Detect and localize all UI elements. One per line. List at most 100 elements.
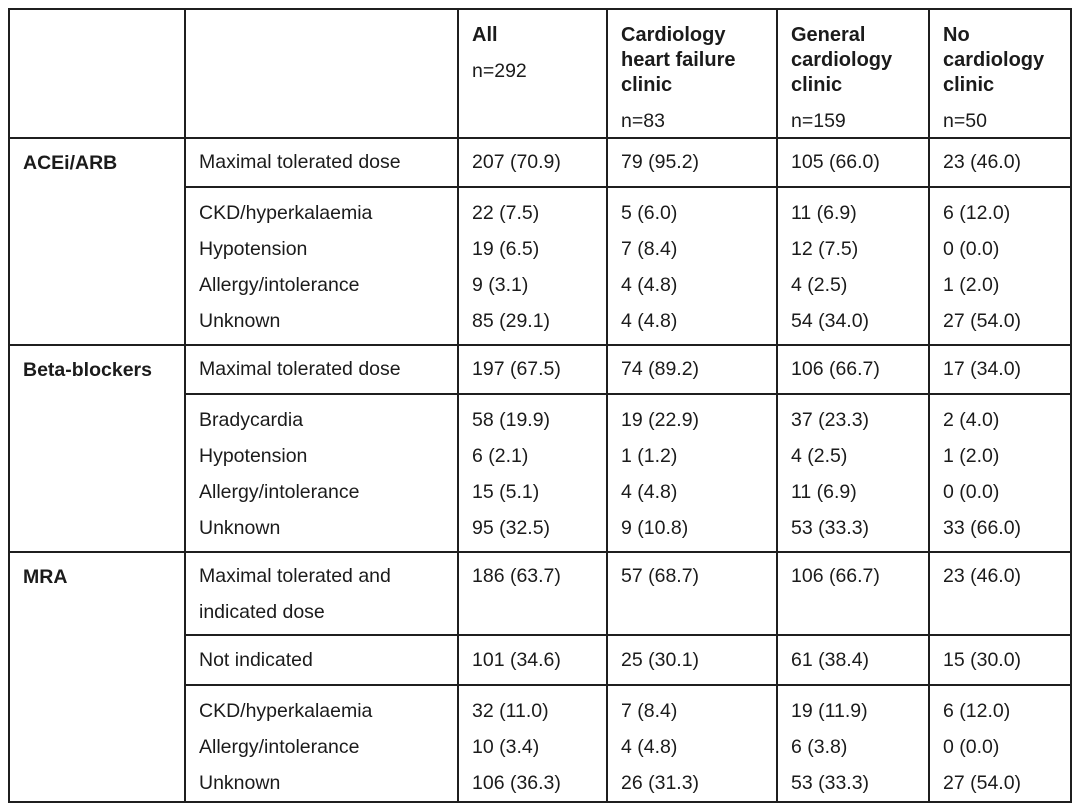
table-row: CKD/hyperkalaemia Hypotension Allergy/in… [9,186,1072,346]
results-table: All n=292 Cardiology heart failure clini… [8,8,1072,803]
cell-value: 54 (34.0) [791,310,870,332]
table-row: CKD/hyperkalaemia Allergy/intolerance Un… [9,684,1072,803]
table-row: Bradycardia Hypotension Allergy/intolera… [9,393,1072,553]
row-label: Unknown [199,310,281,332]
row-label: Maximal tolerated dose [184,137,459,188]
cell-value: 6 (3.8) [791,736,848,758]
cell-value: 6 (12.0) [943,700,1011,722]
cell-value: 25 (30.1) [606,634,778,686]
table-row: ACEi/ARB Maximal tolerated dose 207 (70.… [8,137,1072,346]
cell-value: 22 (7.5) [472,202,540,224]
row-label: Hypotension [199,445,308,467]
cell-value: 4 (4.8) [621,736,678,758]
cell-value: 9 (3.1) [472,274,529,296]
cell-value: 0 (0.0) [943,481,1000,503]
cell-value: 5 (6.0) [621,202,678,224]
reason-values: 37 (23.3) 4 (2.5) 11 (6.9) 53 (33.3) [776,393,930,553]
cell-value: 106 (66.7) [776,344,930,395]
row-label: Allergy/intolerance [199,481,360,503]
cell-value: 4 (4.8) [621,274,678,296]
cell-value: 7 (8.4) [621,238,678,260]
cell-value: 4 (2.5) [791,274,848,296]
cell-value: 15 (5.1) [472,481,540,503]
table-row: Not indicated 101 (34.6) 25 (30.1) 61 (3… [9,634,1072,686]
row-label: CKD/hyperkalaemia [199,202,373,224]
row-label: Maximal tolerated dose [184,344,459,395]
reason-values: 19 (11.9) 6 (3.8) 53 (33.3) [776,684,930,803]
cell-value: 186 (63.7) [457,551,608,636]
column-title: No cardiology clinic [943,24,1045,96]
row-label: Bradycardia [199,409,304,431]
cell-value: 1 (1.2) [621,445,678,467]
cell-value: 9 (10.8) [621,517,689,539]
cell-value: 11 (6.9) [791,481,857,503]
cell-value: 23 (46.0) [928,137,1072,188]
cell-value: 6 (12.0) [943,202,1011,224]
column-header-no-cardiology-clinic: No cardiology clinic n=50 [928,8,1072,139]
cell-value: 15 (30.0) [928,634,1072,686]
cell-value: 12 (7.5) [791,238,859,260]
cell-value: 6 (2.1) [472,445,529,467]
column-n: n=292 [472,60,527,82]
column-header-cardiology-hf-clinic: Cardiology heart failure clinic n=83 [606,8,778,139]
cell-value: 11 (6.9) [791,202,857,224]
reason-values: 32 (11.0) 10 (3.4) 106 (36.3) [457,684,608,803]
header-row: All n=292 Cardiology heart failure clini… [8,8,1072,139]
cell-value: 32 (11.0) [472,700,549,722]
row-label: Allergy/intolerance [199,274,360,296]
reason-values: 19 (22.9) 1 (1.2) 4 (4.8) 9 (10.8) [606,393,778,553]
cell-value: 4 (2.5) [791,445,848,467]
table-row: MRA Maximal tolerated and indicated dose… [8,551,1072,803]
column-n: n=50 [943,110,987,132]
cell-value: 19 (22.9) [621,409,700,431]
row-label: Not indicated [184,634,459,686]
row-label: CKD/hyperkalaemia [199,700,373,722]
cell-value: 101 (34.6) [457,634,608,686]
reason-values: 6 (12.0) 0 (0.0) 27 (54.0) [928,684,1072,803]
reason-values: 6 (12.0) 0 (0.0) 1 (2.0) 27 (54.0) [928,186,1072,346]
cell-value: 17 (34.0) [928,344,1072,395]
cell-value: 105 (66.0) [776,137,930,188]
cell-value: 95 (32.5) [472,517,551,539]
row-label: Unknown [199,772,281,794]
reason-values: 2 (4.0) 1 (2.0) 0 (0.0) 33 (66.0) [928,393,1072,553]
reason-values: 22 (7.5) 19 (6.5) 9 (3.1) 85 (29.1) [457,186,608,346]
row-label: Allergy/intolerance [199,736,360,758]
cell-value: 207 (70.9) [457,137,608,188]
cell-value: 19 (6.5) [472,238,540,260]
cell-value: 4 (4.8) [621,481,678,503]
reason-values: 5 (6.0) 7 (8.4) 4 (4.8) 4 (4.8) [606,186,778,346]
cell-value: 37 (23.3) [791,409,870,431]
cell-value: 106 (66.7) [776,551,930,636]
cell-value: 53 (33.3) [791,772,870,794]
column-title: All [472,24,498,46]
reason-labels: CKD/hyperkalaemia Allergy/intolerance Un… [184,684,459,803]
cell-value: 2 (4.0) [943,409,1000,431]
cell-value: 197 (67.5) [457,344,608,395]
column-title: General cardiology clinic [791,24,893,96]
cell-value: 27 (54.0) [943,772,1022,794]
cell-value: 19 (11.9) [791,700,868,722]
cell-value: 0 (0.0) [943,238,1000,260]
column-header-general-cardiology-clinic: General cardiology clinic n=159 [776,8,930,139]
cell-value: 33 (66.0) [943,517,1022,539]
column-header-all: All n=292 [457,8,608,139]
header-empty-label [184,8,459,139]
cell-value: 1 (2.0) [943,274,1000,296]
cell-value: 1 (2.0) [943,445,1000,467]
cell-value: 4 (4.8) [621,310,678,332]
cell-value: 7 (8.4) [621,700,678,722]
reason-values: 58 (19.9) 6 (2.1) 15 (5.1) 95 (32.5) [457,393,608,553]
cell-value: 79 (95.2) [606,137,778,188]
cell-value: 58 (19.9) [472,409,551,431]
cell-value: 85 (29.1) [472,310,551,332]
cell-value: 74 (89.2) [606,344,778,395]
cell-value: 0 (0.0) [943,736,1000,758]
cell-value: 57 (68.7) [606,551,778,636]
group-label-acei-arb: ACEi/ARB [8,137,186,346]
cell-value: 10 (3.4) [472,736,540,758]
cell-value: 61 (38.4) [776,634,930,686]
row-label: Unknown [199,517,281,539]
header-empty-group [8,8,186,139]
column-n: n=159 [791,110,846,132]
